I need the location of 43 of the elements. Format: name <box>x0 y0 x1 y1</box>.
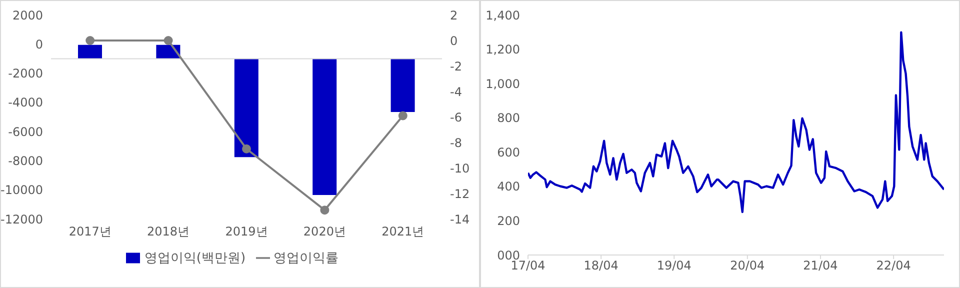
x-tick-label: 2018년 <box>147 224 190 239</box>
line-series <box>528 31 944 214</box>
x-tick-label: 2019년 <box>225 224 268 239</box>
y2-tick-label: -10 <box>450 161 470 176</box>
y2-tick-label: 0 <box>450 34 458 48</box>
x-tick-label: 18/04 <box>584 258 618 273</box>
y-tick-label: -6000 <box>8 124 43 139</box>
x-tick-label: 17/04 <box>510 258 546 273</box>
y-tick-label: 1,200 <box>486 42 520 57</box>
x-tick-label: 2020년 <box>303 224 346 239</box>
x-tick-label: 22/04 <box>876 258 911 273</box>
y2-tick-label: -4 <box>450 84 462 99</box>
y-tick-label: -2000 <box>8 66 43 81</box>
y-tick-label: 1,000 <box>486 76 520 91</box>
y-tick-label: 0 <box>35 37 43 52</box>
legend-label: 영업이익률 <box>274 251 339 266</box>
x-tick-label: 21/04 <box>803 258 838 273</box>
y-tick-label: 400 <box>497 180 520 194</box>
y-tick-label: 800 <box>497 111 520 126</box>
y2-tick-label: 2 <box>450 8 458 22</box>
y2-tick-label: -6 <box>450 110 462 124</box>
y2-tick-label: -2 <box>450 59 462 74</box>
y-tick-label: -4000 <box>8 96 43 110</box>
point <box>242 144 251 154</box>
y2-tick-label: -8 <box>450 136 462 150</box>
point <box>164 36 173 45</box>
point <box>320 206 330 215</box>
y-tick-label: -10000 <box>0 183 43 198</box>
y-tick-label: 600 <box>497 145 520 160</box>
y-tick-label: -12000 <box>0 212 43 226</box>
y2-tick-label: -12 <box>450 186 470 201</box>
point <box>86 36 95 45</box>
y-tick-label: 2000 <box>12 8 43 22</box>
x-tick-label: 19/04 <box>656 258 692 273</box>
point <box>398 111 408 120</box>
y-tick-label: 1,400 <box>486 8 520 22</box>
x-tick-label: 2021년 <box>382 224 424 239</box>
x-tick-label: 20/04 <box>730 258 765 273</box>
y-tick-label: 200 <box>497 214 520 228</box>
legend-label: 영업이익(백만원) <box>144 251 246 266</box>
y2-tick-label: -14 <box>450 212 470 226</box>
x-tick-label: 2017년 <box>68 224 112 239</box>
y-tick-label: -8000 <box>8 154 43 168</box>
